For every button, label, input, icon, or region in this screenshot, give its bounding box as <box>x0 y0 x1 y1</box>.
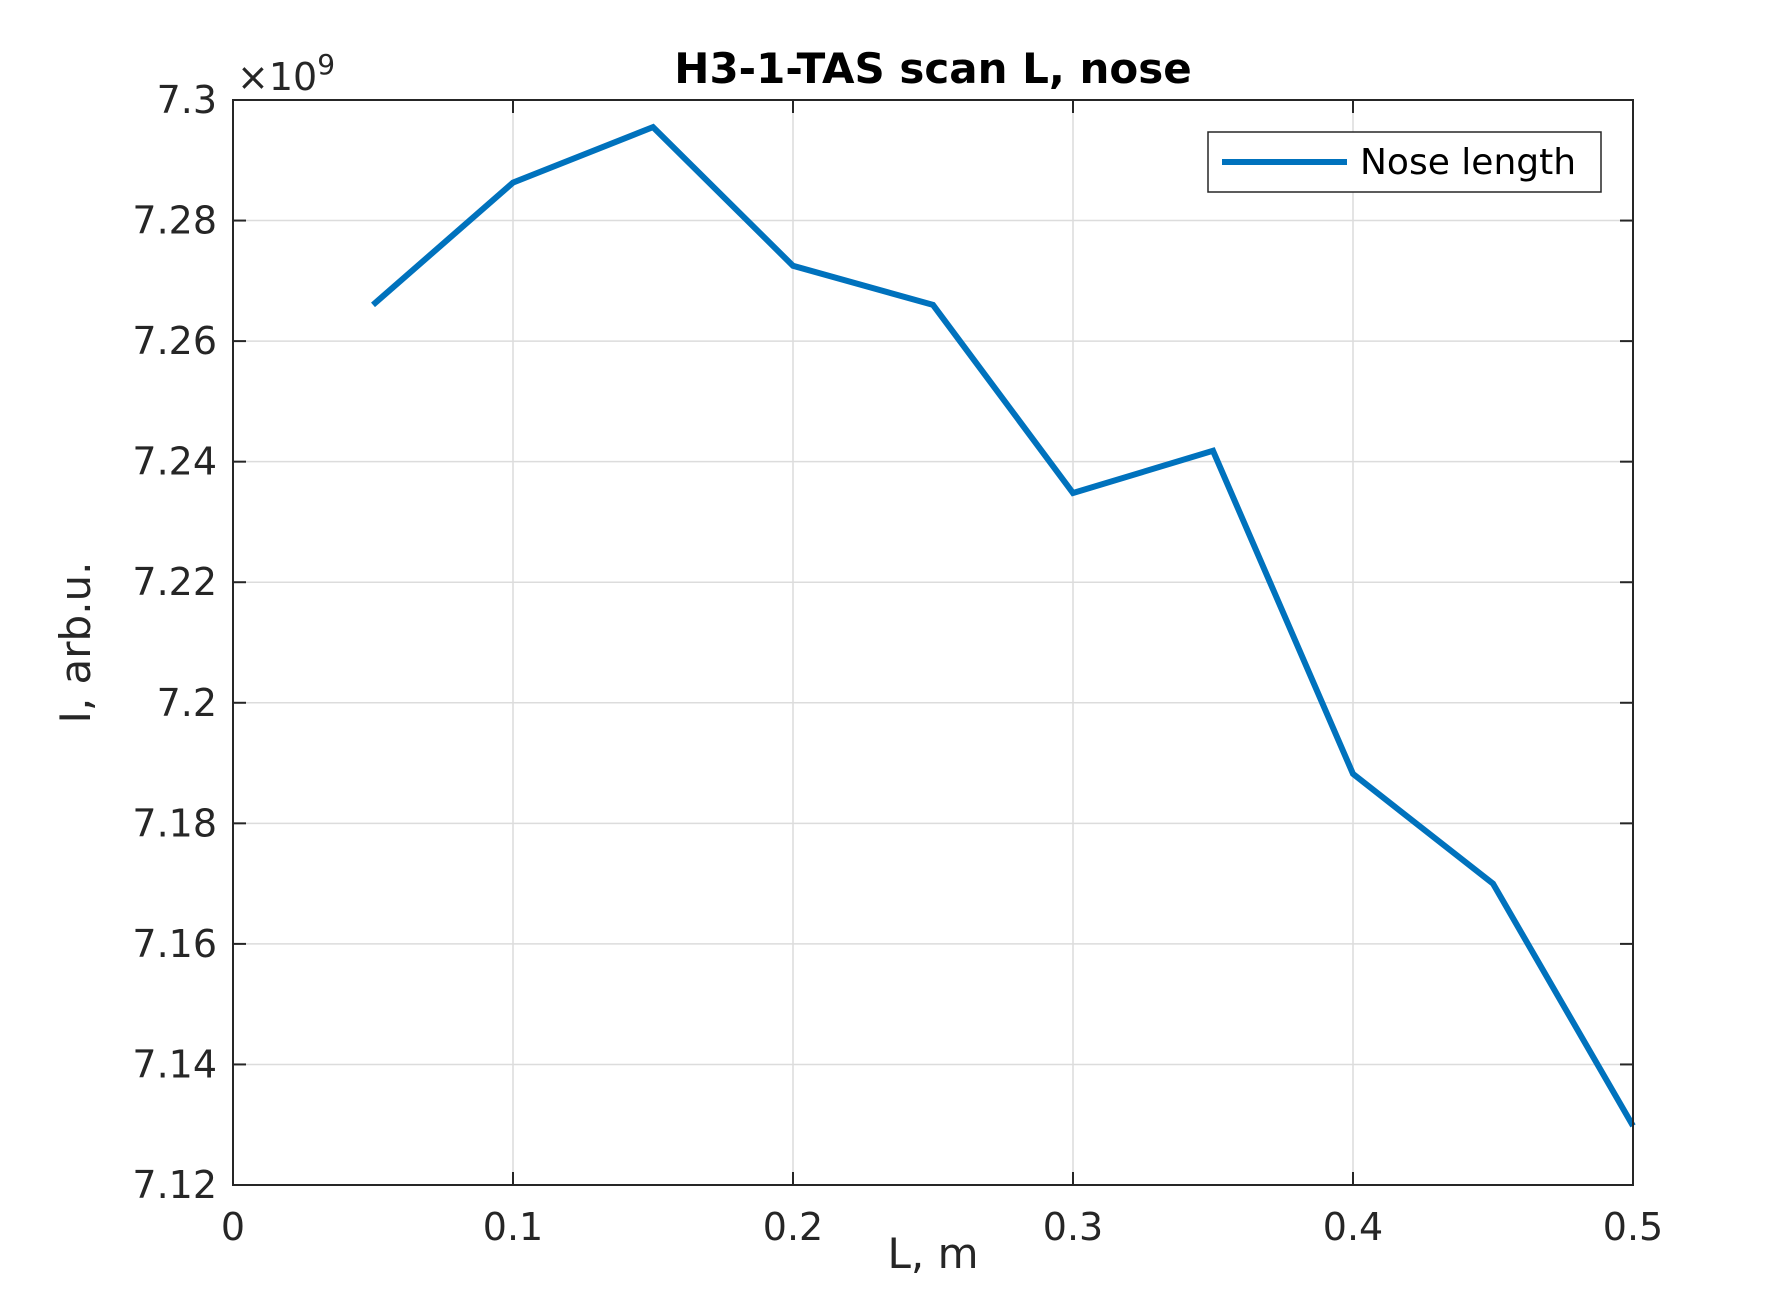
y-tick-label: 7.16 <box>132 922 217 966</box>
legend-label-nose-length: Nose length <box>1360 142 1576 183</box>
y-tick-label: 7.18 <box>132 801 217 845</box>
y-tick-label: 7.24 <box>132 440 217 484</box>
x-tick-label: 0.1 <box>483 1205 543 1249</box>
x-axis-label: L, m <box>887 1229 978 1278</box>
plot-frame <box>232 99 1634 1186</box>
y-axis-exponent-base: ×10 <box>237 55 317 99</box>
y-tick-label: 7.12 <box>132 1163 217 1207</box>
y-tick-label: 7.28 <box>132 199 217 243</box>
y-tick-label: 7.14 <box>132 1042 217 1086</box>
y-axis-exponent: ×109 <box>237 48 335 99</box>
legend: Nose length <box>1207 131 1602 193</box>
x-tick-label: 0.2 <box>763 1205 823 1249</box>
x-tick-label: 0.5 <box>1603 1205 1663 1249</box>
series-layer <box>371 123 1636 1128</box>
y-tick-label: 7.22 <box>132 560 217 604</box>
chart-title: H3-1-TAS scan L, nose <box>674 44 1191 93</box>
y-tick-label: 7.2 <box>157 681 217 725</box>
ticks: 0 0.1 0.2 0.3 0.4 0.5 7.12 7.14 7.16 7.18 7.2 7.22 7… <box>132 78 1663 1249</box>
y-axis-exponent-power: 9 <box>317 48 335 81</box>
x-tick-label: 0.4 <box>1323 1205 1383 1249</box>
x-tick-label: 0.3 <box>1043 1205 1103 1249</box>
y-axis-label: I, arb.u. <box>51 561 100 723</box>
y-tick-label: 7.26 <box>132 319 217 363</box>
grid <box>233 100 1633 1185</box>
series-line-nose-length <box>371 123 1636 1128</box>
y-tick-label: 7.3 <box>157 78 217 122</box>
x-tick-label: 0 <box>221 1205 245 1249</box>
